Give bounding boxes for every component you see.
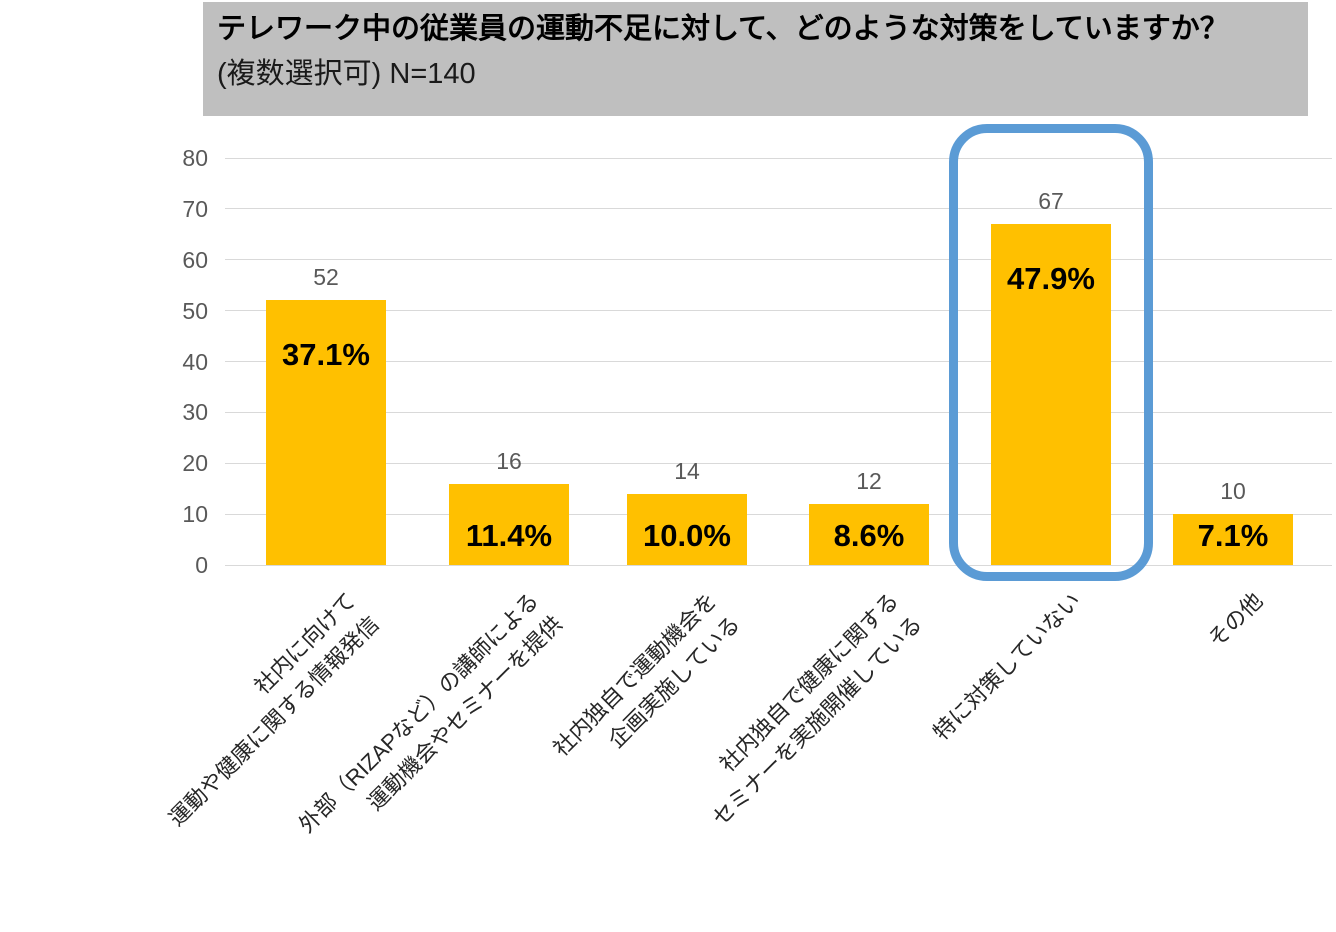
gridline	[225, 208, 1332, 210]
bar	[809, 503, 929, 565]
bar	[1173, 514, 1293, 565]
gridline	[225, 411, 1332, 413]
bar-value-label: 67	[1038, 188, 1064, 215]
gridline	[225, 462, 1332, 464]
y-axis-tick-label: 50	[182, 297, 208, 324]
bar-percent-label: 47.9%	[1007, 261, 1095, 297]
gridline	[225, 564, 1332, 566]
bar-percent-label: 7.1%	[1197, 518, 1269, 553]
bar-percent-label: 11.4%	[465, 518, 553, 553]
bar	[266, 300, 386, 565]
y-axis-tick-label: 10	[182, 501, 208, 528]
x-axis-category-label: 特に対策していない	[928, 587, 1086, 746]
y-axis-tick-label: 40	[182, 348, 208, 375]
gridline	[225, 310, 1332, 312]
chart-title-banner: テレワーク中の従業員の運動不足に対して、どのような対策をしていますか？ (複数選…	[203, 2, 1308, 116]
y-axis-tick-label: 80	[182, 145, 208, 171]
y-axis-tick-label: 60	[182, 246, 208, 273]
bar-value-label: 10	[1220, 478, 1246, 505]
bar-percent-label: 10.0%	[643, 518, 731, 553]
bar-value-label: 16	[496, 447, 522, 474]
gridline	[225, 361, 1332, 362]
gridline	[225, 157, 1332, 159]
highlight-outline	[949, 124, 1153, 581]
y-axis-tick-label: 70	[182, 195, 208, 222]
bar-value-label: 52	[313, 264, 339, 291]
chart-title: テレワーク中の従業員の運動不足に対して、どのような対策をしていますか？	[217, 13, 1229, 45]
bar	[449, 483, 569, 565]
bar	[991, 224, 1111, 565]
bar-value-label: 14	[674, 457, 700, 484]
y-axis-tick-label: 0	[195, 552, 208, 578]
gridline	[225, 259, 1332, 261]
x-axis-category-label: その他	[1203, 587, 1268, 653]
bar-percent-label: 37.1%	[282, 337, 370, 373]
bar	[627, 493, 747, 565]
bar-value-label: 12	[856, 467, 882, 494]
y-axis-tick-label: 20	[182, 450, 208, 477]
y-axis-tick-label: 30	[182, 399, 208, 426]
chart-subtitle: (複数選択可) N=140	[217, 58, 476, 90]
bar-percent-label: 8.6%	[833, 518, 905, 553]
gridline	[225, 513, 1332, 515]
